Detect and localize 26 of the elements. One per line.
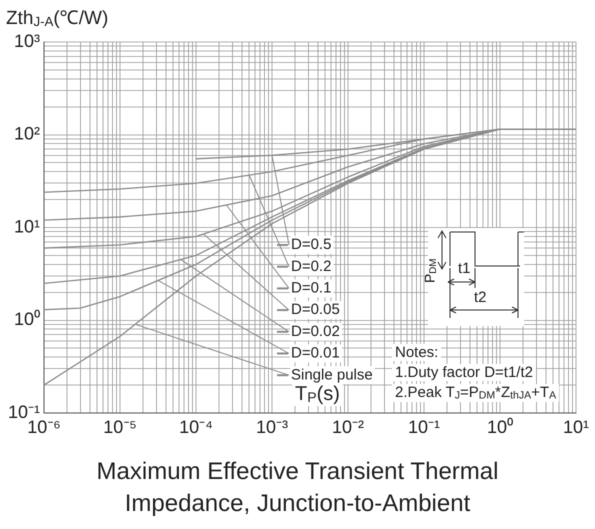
y-axis-title: Zth$_{J-A}$(℃/W): [6, 7, 108, 30]
legend-label: D=0.1: [291, 280, 332, 297]
annotation: Notes:: [392, 344, 442, 361]
legend-label: D=0.2: [291, 258, 332, 275]
x-tick-label: 10⁻⁴: [179, 416, 213, 437]
x-tick-label: 10⁻¹: [408, 416, 440, 437]
annotation: t2: [474, 289, 487, 306]
legend-label: D=0.5: [291, 236, 332, 254]
annotation: 1.Duty factor D=t1/t2: [392, 364, 536, 381]
y-tick-label: 10¹: [14, 216, 40, 236]
legend-label: D=0.02: [291, 322, 340, 340]
x-tick-label: 10¹: [562, 416, 590, 437]
x-tick-label: 10⁻³: [256, 416, 288, 437]
x-tick-label: 10⁻⁵: [103, 416, 137, 437]
y-tick-label: 10²: [14, 124, 40, 144]
x-tick-label: 10⁻²: [332, 416, 364, 437]
x-tick-label: 10⁰: [486, 416, 514, 437]
legend-label: Single pulse: [291, 366, 373, 384]
y-tick-label: 10³: [14, 30, 40, 51]
x-axis-title: T$_{P}$(s): [292, 383, 343, 406]
annotation: 2.Peak T$_{J}$=P$_{DM}$*Z$_{thJA}$+T$_{A}$: [392, 384, 560, 402]
text: Maximum Effective Transient Thermal Impedance, Junction-to-Ambient: [96, 457, 500, 519]
y-tick-label: 10⁰: [14, 309, 40, 330]
legend-label: D=0.05: [291, 301, 340, 318]
legend-label: D=0.01: [291, 344, 340, 362]
annotation: t1: [458, 260, 471, 277]
